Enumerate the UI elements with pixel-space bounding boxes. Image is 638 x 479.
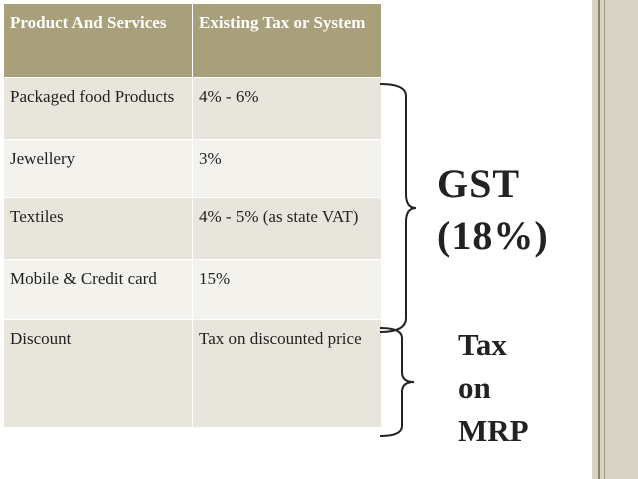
cell-product: Packaged food Products: [3, 77, 193, 140]
decorative-right-line-thin: [604, 0, 605, 479]
table-row: Mobile & Credit card 15%: [3, 259, 382, 320]
cell-product: Mobile & Credit card: [3, 259, 193, 320]
table-row: Jewellery 3%: [3, 139, 382, 198]
cell-tax: 3%: [192, 139, 382, 198]
mrp-label-line2: on: [458, 370, 491, 405]
cell-product: Jewellery: [3, 139, 193, 198]
cell-tax: Tax on discounted price: [192, 319, 382, 428]
cell-tax: 4% - 6%: [192, 77, 382, 140]
table-header-row: Product And Services Existing Tax or Sys…: [3, 3, 382, 78]
cell-product: Textiles: [3, 197, 193, 260]
cell-tax: 4% - 5% (as state VAT): [192, 197, 382, 260]
gst-label-line1: GST: [437, 161, 521, 206]
mrp-label: Tax on MRP: [458, 323, 529, 452]
table-row: Discount Tax on discounted price: [3, 319, 382, 428]
table-row: Packaged food Products 4% - 6%: [3, 77, 382, 140]
header-product: Product And Services: [3, 3, 193, 78]
gst-label: GST (18%): [437, 158, 549, 262]
mrp-brace-icon: [379, 327, 415, 437]
cell-tax: 15%: [192, 259, 382, 320]
cell-product: Discount: [3, 319, 193, 428]
gst-brace-icon: [379, 83, 417, 333]
decorative-right-line: [598, 0, 600, 479]
table-row: Textiles 4% - 5% (as state VAT): [3, 197, 382, 260]
header-existing-tax: Existing Tax or System: [192, 3, 382, 78]
gst-label-line2: (18%): [437, 213, 549, 258]
mrp-label-line1: Tax: [458, 327, 507, 362]
tax-comparison-table: Product And Services Existing Tax or Sys…: [3, 3, 382, 428]
mrp-label-line3: MRP: [458, 413, 529, 448]
